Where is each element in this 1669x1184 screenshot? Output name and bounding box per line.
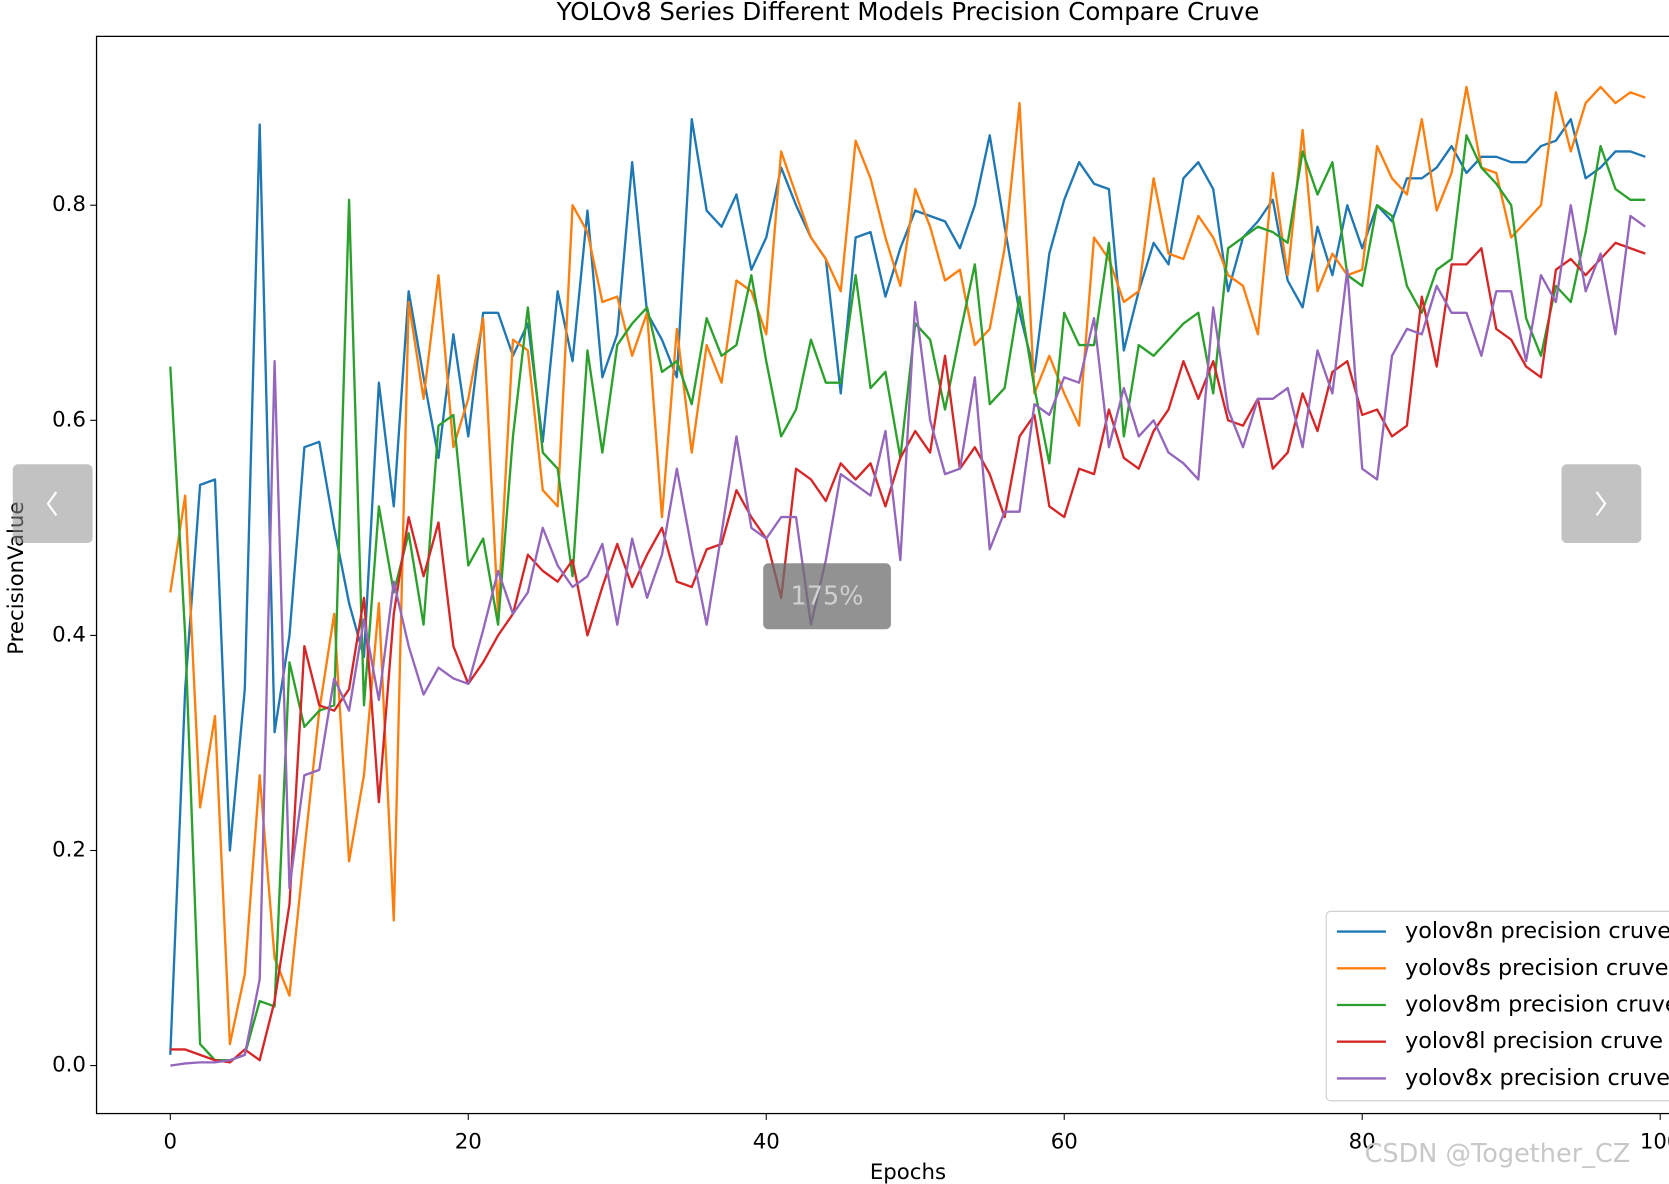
zoom-indicator	[763, 563, 891, 630]
zoom-text: 175%	[791, 581, 864, 611]
legend-label: yolov8s precision cruve	[1405, 955, 1668, 981]
x-tick-label: 0	[164, 1129, 178, 1154]
x-tick-label: 40	[753, 1129, 780, 1154]
axes-frame	[95, 35, 1669, 1115]
next-button-bg[interactable]	[1561, 464, 1642, 544]
plot-layer: 0.0 0.2 0.4 0.6 0.8 0 20 40 60 80 100	[52, 35, 1669, 1154]
y-tick-label: 0.2	[52, 838, 86, 863]
x-tick-label: 20	[455, 1129, 482, 1154]
legend-label: yolov8l precision cruve	[1405, 1028, 1663, 1054]
prev-button-bg[interactable]	[12, 464, 93, 544]
x-tick-label: 60	[1051, 1129, 1078, 1154]
legend-label: yolov8m precision cruve	[1405, 991, 1669, 1017]
series-line	[169, 85, 1646, 1046]
y-tick-label: 0.0	[52, 1053, 86, 1078]
series-line	[169, 118, 1646, 1055]
series-line	[170, 204, 1646, 1067]
next-icon	[1595, 491, 1607, 516]
watermark: CSDN @Together_CZ	[1365, 1139, 1631, 1169]
prev-icon	[46, 491, 58, 516]
legend-box	[1325, 910, 1669, 1102]
x-tick-label: 100	[1640, 1129, 1669, 1154]
next-button[interactable]	[1561, 464, 1642, 544]
legend-label: yolov8x precision cruve	[1405, 1065, 1669, 1091]
y-tick-label: 0.8	[52, 192, 86, 217]
chart-title: YOLOv8 Series Different Models Precision…	[556, 0, 1260, 26]
legend-label: yolov8n precision cruve	[1405, 918, 1669, 944]
prev-button[interactable]	[12, 464, 93, 544]
series-line	[169, 134, 1646, 1062]
x-axis-label: Epochs	[870, 1160, 946, 1184]
x-tick-label: 80	[1349, 1129, 1376, 1154]
legend: yolov8n precision cruve yolov8s precision…	[1325, 910, 1669, 1102]
y-tick-label: 0.6	[52, 407, 86, 432]
y-tick-label: 0.4	[52, 622, 86, 647]
